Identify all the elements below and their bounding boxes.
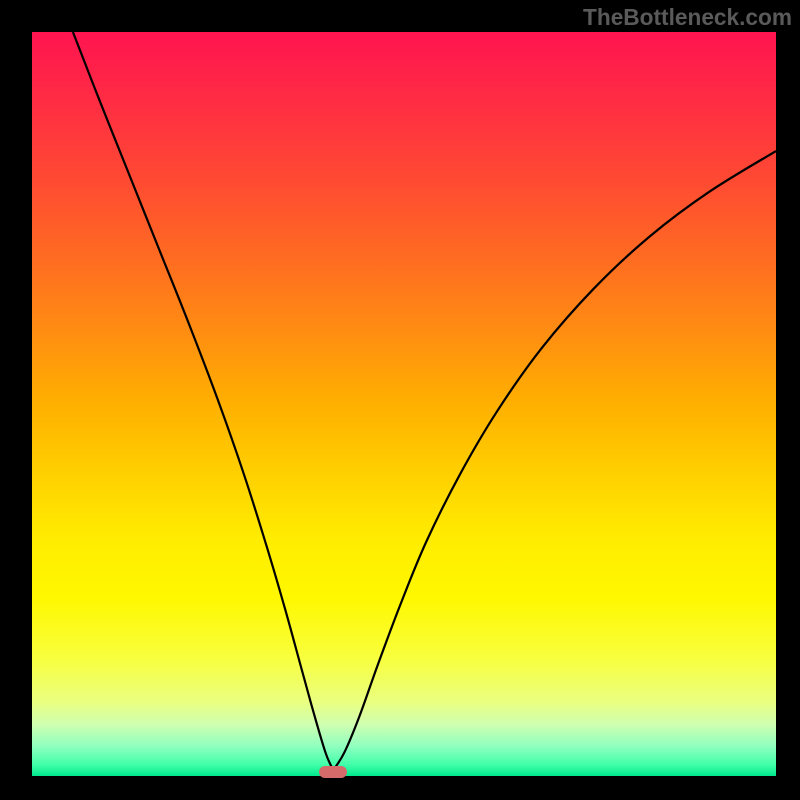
plot-area [32,32,776,776]
chart-container: TheBottleneck.com [0,0,800,800]
watermark-text: TheBottleneck.com [583,4,792,31]
vertex-marker [319,766,347,778]
curve-left-branch [73,32,333,770]
bottleneck-curve [32,32,776,776]
curve-right-branch [333,151,776,770]
